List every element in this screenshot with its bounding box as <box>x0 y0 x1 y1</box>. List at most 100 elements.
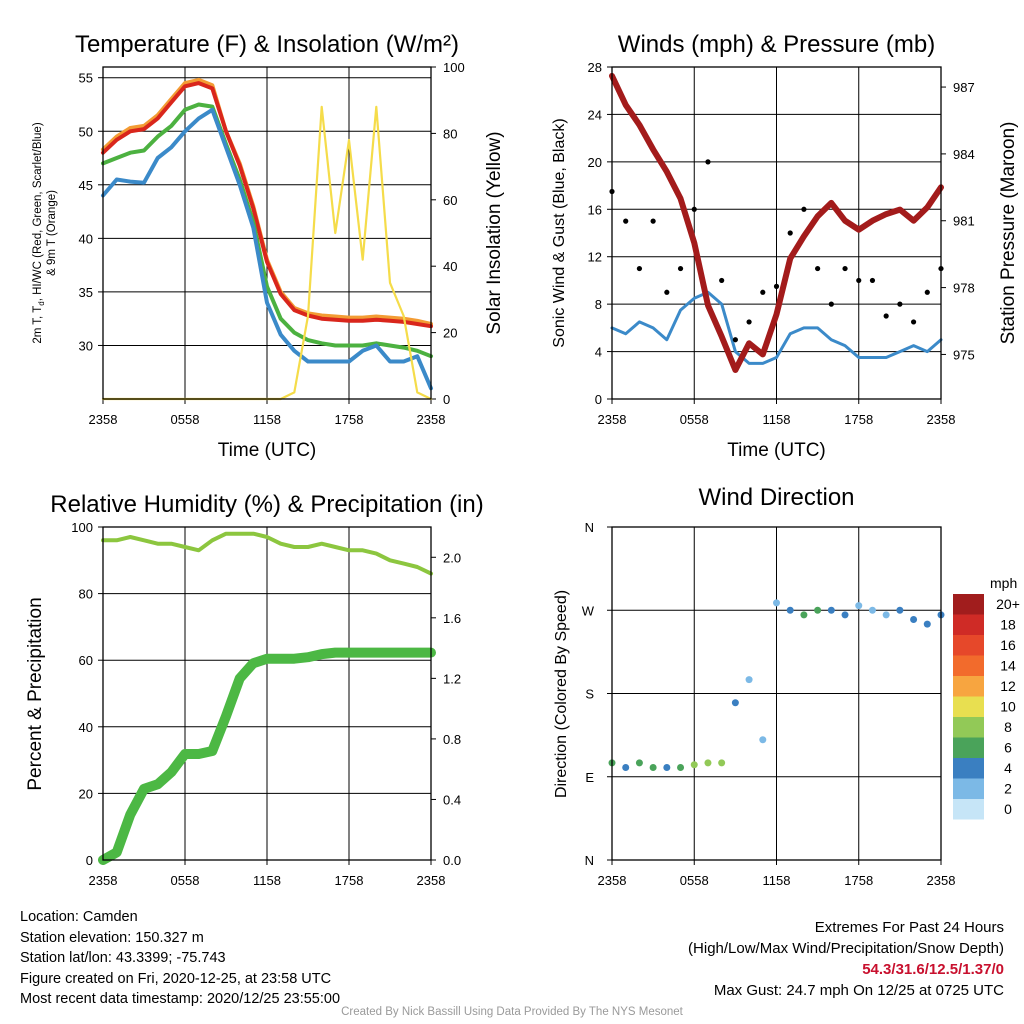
gust-point <box>828 301 834 307</box>
station-location: Location: Camden <box>20 909 138 925</box>
station-elevation: Station elevation: 150.327 m <box>20 929 204 946</box>
x-tick-label: 2358 <box>598 412 627 427</box>
colorbar-swatch <box>953 594 984 615</box>
speed-colorbar: mph 20+ 18 16 14 12 10 8 6 4 2 0 <box>953 575 1020 820</box>
panel-title: Winds (mph) & Pressure (mb) <box>618 31 935 58</box>
y-tick-label: 8 <box>595 297 602 312</box>
y-tick-label: 35 <box>79 285 93 300</box>
direction-point <box>800 611 808 619</box>
plot-frame <box>102 526 432 861</box>
y-tick-label: 0 <box>86 853 93 868</box>
series-line <box>101 531 433 576</box>
x-tick-label: 1758 <box>335 412 364 427</box>
gust-point <box>869 277 876 284</box>
x-axis-label: Time (UTC) <box>727 440 826 461</box>
y-tick-label: S <box>585 687 594 702</box>
gust-point <box>636 265 643 272</box>
plot-frame <box>611 526 942 861</box>
direction-point <box>855 602 863 610</box>
colorbar-swatch <box>953 635 984 656</box>
colorbar-swatch <box>953 614 984 635</box>
gust-point <box>650 218 656 224</box>
y-tick-label: W <box>582 603 595 618</box>
recent-timestamp: Most recent data timestamp: 2020/12/25 2… <box>20 991 341 1007</box>
series-line <box>101 81 433 329</box>
panel-2: Winds (mph) & Pressure (mb) 2358 0558 1158 1… <box>551 31 1019 461</box>
y2-tick-label: 20 <box>443 326 457 341</box>
gust-point <box>664 289 670 295</box>
y2-tick-label: 2.0 <box>443 550 461 565</box>
gust-point <box>910 319 917 325</box>
y-tick-label: 12 <box>588 250 602 265</box>
x-tick-label: 0558 <box>680 873 709 888</box>
gust-point <box>760 289 766 295</box>
y-tick-label: 100 <box>71 520 93 535</box>
colorbar-label: 10 <box>1000 699 1016 715</box>
direction-point <box>677 764 685 771</box>
direction-point <box>841 611 849 619</box>
colorbar-swatch <box>953 737 984 758</box>
y2-tick-label: 984 <box>953 147 975 162</box>
gust-point <box>883 313 889 319</box>
y-tick-label: 45 <box>79 178 93 193</box>
direction-point <box>690 761 698 769</box>
colorbar-label: 4 <box>1004 760 1012 776</box>
direction-point <box>814 606 822 614</box>
gust-point <box>924 289 930 295</box>
y-tick-label: 4 <box>595 345 602 360</box>
panel-title: Temperature (F) & Insolation (W/m²) <box>75 31 459 58</box>
colorbar-swatch <box>953 676 984 697</box>
gust-point <box>732 337 738 343</box>
y-tick-label: 55 <box>79 71 93 86</box>
x-tick-label: 2358 <box>89 412 118 427</box>
x-tick-label: 0558 <box>171 873 200 888</box>
y2-tick-label: 987 <box>953 80 975 95</box>
direction-point <box>882 611 890 619</box>
x-tick-label: 1758 <box>844 412 873 427</box>
direction-point <box>923 620 931 628</box>
y-tick-label: 40 <box>79 720 93 735</box>
x-tick-label: 2358 <box>598 873 627 888</box>
direction-point <box>731 699 739 707</box>
series-line <box>610 290 943 365</box>
y-tick-label: 20 <box>588 155 602 170</box>
direction-point <box>622 764 630 771</box>
y-tick-label: 40 <box>79 231 93 246</box>
y-axis-label-line2: & 9m T (Orange) <box>46 190 58 276</box>
y2-tick-label: 975 <box>953 347 975 362</box>
station-info: Location: Camden Station elevation: 150.… <box>20 907 340 1010</box>
extremes-description: (High/Low/Max Wind/Precipitation/Snow De… <box>688 940 1004 957</box>
y-tick-label: 60 <box>79 653 93 668</box>
gust-point <box>623 218 629 224</box>
colorbar-swatch <box>953 778 984 799</box>
plot-frame <box>102 66 432 400</box>
y2-tick-label: 0.0 <box>443 853 461 868</box>
direction-point <box>704 759 712 767</box>
colorbar-label: 18 <box>1000 617 1016 633</box>
gust-point <box>856 277 862 284</box>
gust-point <box>677 265 684 272</box>
x-axis-label: Time (UTC) <box>218 440 317 461</box>
colorbar-label: 0 <box>1004 801 1012 817</box>
station-latlon: Station lat/lon: 43.3399; -75.743 <box>20 950 226 966</box>
y-axis-label: Direction (Colored By Speed) <box>553 590 570 798</box>
credit-line: Created By Nick Bassill Using Data Provi… <box>341 1006 683 1018</box>
y2-tick-label: 60 <box>443 193 457 208</box>
colorbar-title: mph <box>990 575 1017 591</box>
x-tick-label: 2358 <box>927 412 956 427</box>
x-tick-label: 2358 <box>927 873 956 888</box>
direction-point <box>663 764 671 771</box>
panel-title: Relative Humidity (%) & Precipitation (i… <box>50 491 483 518</box>
direction-point <box>759 736 767 744</box>
gust-point <box>705 159 711 165</box>
y2-tick-label: 0 <box>443 392 450 407</box>
plot-frame <box>611 66 942 400</box>
y2-tick-label: 80 <box>443 126 457 141</box>
direction-point <box>786 606 794 614</box>
gust-point <box>773 283 780 289</box>
colorbar-swatch <box>953 696 984 717</box>
colorbar-swatch <box>953 758 984 779</box>
direction-point <box>718 759 726 767</box>
x-tick-label: 0558 <box>171 412 200 427</box>
